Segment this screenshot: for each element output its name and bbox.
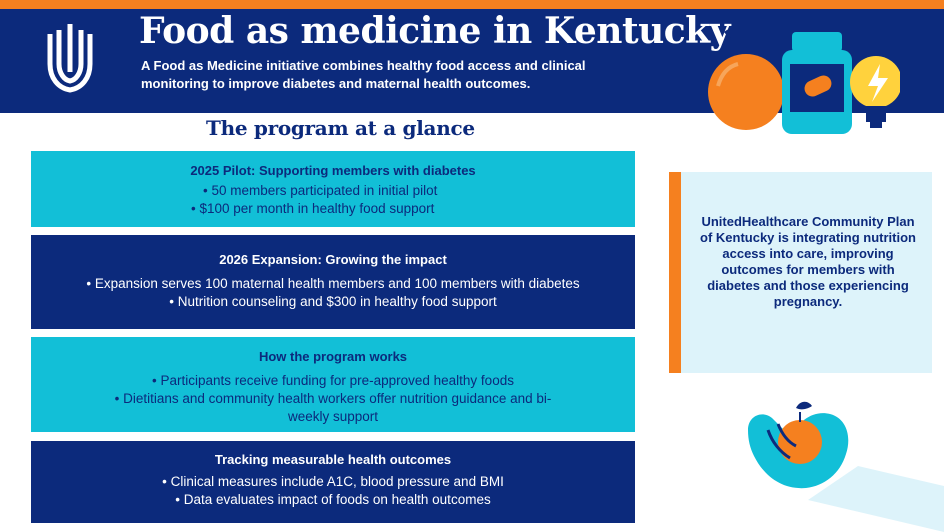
card-how-it-works: How the program works Participants recei… [31,337,635,432]
page-title: Food as medicine in Kentucky [139,10,731,52]
hand-holding-apple-icon [748,401,944,532]
apple-icon [708,27,784,130]
top-accent-stripe [0,0,944,9]
list-item: Expansion serves 100 maternal health mem… [31,275,635,293]
card-2026-expansion: 2026 Expansion: Growing the impact Expan… [31,235,635,329]
lightbulb-icon [850,56,900,128]
card-2025-pilot: 2025 Pilot: Supporting members with diab… [31,151,635,227]
card-title: How the program works [258,349,408,364]
bullet-list: 50 members participated in initial pilot… [31,182,635,218]
bullet-list: Expansion serves 100 maternal health mem… [31,275,635,311]
card-title: Tracking measurable health outcomes [214,452,452,467]
list-item: Dietitians and community health workers … [31,390,635,426]
list-item: Nutrition counseling and $300 in healthy… [31,293,635,311]
top-illustration [708,27,900,134]
card-title: 2026 Expansion: Growing the impact [219,252,447,267]
pill-bottle-icon [782,32,852,134]
list-item: $100 per month in healthy food support [191,200,635,218]
uhc-logo-icon [47,24,93,93]
sidebar-accent-bar [669,172,681,373]
list-item: 50 members participated in initial pilot [203,182,635,200]
list-item: Data evaluates impact of foods on health… [31,491,635,509]
sidebar-text: UnitedHealthcare Community Plan of Kentu… [700,214,916,309]
list-item: Participants receive funding for pre-app… [31,372,635,390]
sidebar-callout [669,172,932,373]
card-title: 2025 Pilot: Supporting members with diab… [190,163,476,178]
bullet-list: Participants receive funding for pre-app… [31,372,635,426]
card-tracking-outcomes: Tracking measurable health outcomes Clin… [31,441,635,523]
list-item: Clinical measures include A1C, blood pre… [31,473,635,491]
page-subtitle: A Food as Medicine initiative combines h… [141,58,586,91]
bullet-list: Clinical measures include A1C, blood pre… [31,473,635,509]
section-heading: The program at a glance [206,116,475,140]
